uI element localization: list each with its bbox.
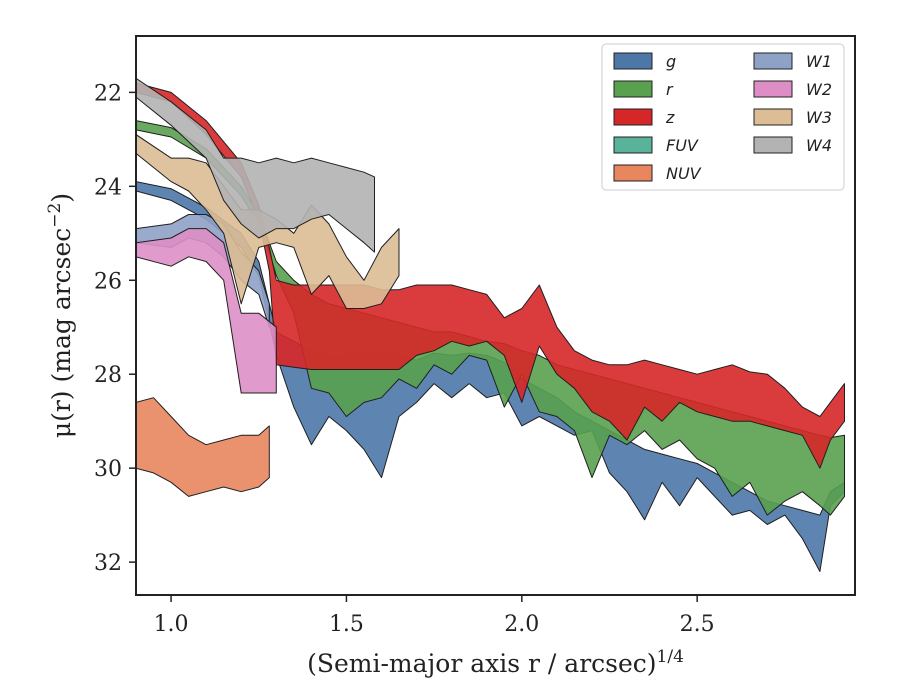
plot-area <box>136 77 845 572</box>
legend-label-g: g <box>666 52 676 71</box>
axis-labels: (Semi-major axis r / arcsec)1/4 μ(r) (mag… <box>45 193 684 678</box>
x-tick-label: 1.5 <box>329 612 364 637</box>
legend-swatch-fuv <box>613 136 653 154</box>
legend-label-w2: W2 <box>806 80 832 99</box>
axes: 1.0 1.5 2.0 2.5 22 24 26 28 30 32 <box>94 35 856 637</box>
legend-label-w3: W3 <box>806 108 832 127</box>
y-tick-label: 22 <box>94 81 122 106</box>
band-w4 <box>136 77 375 253</box>
legend: grz FUV NUV W1 W2 W3 W4 <box>601 43 845 191</box>
x-tick-label: 2.5 <box>680 612 715 637</box>
legend-label-fuv: FUV <box>666 136 699 155</box>
axes-frame <box>135 35 856 596</box>
band-w2 <box>136 228 277 394</box>
legend-swatch-g <box>613 52 653 70</box>
band-z <box>136 82 845 469</box>
legend-label-r: r <box>666 80 674 99</box>
band-nuv <box>136 397 270 497</box>
x-tick-label: 1.0 <box>154 612 189 637</box>
legend-swatch-nuv <box>613 164 653 182</box>
legend-label-w1: W1 <box>806 52 832 71</box>
legend-swatch-r <box>613 80 653 98</box>
legend-swatch-w4 <box>753 136 793 154</box>
x-tick-label: 2.0 <box>504 612 539 637</box>
legend-swatch-w1 <box>753 52 793 70</box>
legend-swatch-w2 <box>753 80 793 98</box>
y-tick-label: 26 <box>94 269 122 294</box>
y-tick-label: 28 <box>94 363 122 388</box>
legend-swatch-w3 <box>753 108 793 126</box>
y-tick-label: 32 <box>94 551 122 576</box>
legend-label-nuv: NUV <box>666 164 702 183</box>
legend-swatch-z <box>613 108 653 126</box>
legend-label-w4: W4 <box>806 136 832 155</box>
y-axis-label: μ(r) (mag arcsec−2) <box>45 193 76 438</box>
y-tick-label: 30 <box>94 457 122 482</box>
legend-label-z: z <box>665 108 675 127</box>
y-tick-label: 24 <box>94 175 122 200</box>
x-axis-label: (Semi-major axis r / arcsec)1/4 <box>307 647 684 678</box>
